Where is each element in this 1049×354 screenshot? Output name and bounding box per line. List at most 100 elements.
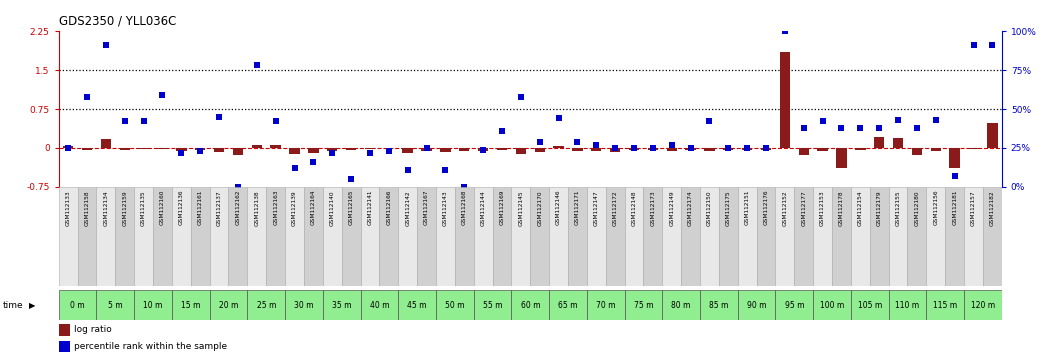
Point bbox=[927, 117, 944, 123]
Text: GSM112177: GSM112177 bbox=[801, 190, 807, 225]
Bar bbox=[723, 148, 733, 150]
Point bbox=[682, 145, 699, 151]
Bar bbox=[775, 187, 794, 286]
Bar bbox=[308, 148, 319, 153]
Text: 50 m: 50 m bbox=[445, 301, 465, 310]
Point bbox=[606, 145, 623, 151]
Bar bbox=[737, 187, 756, 286]
Text: GSM112144: GSM112144 bbox=[480, 190, 486, 225]
Bar bbox=[530, 187, 549, 286]
Bar bbox=[573, 148, 582, 150]
Bar bbox=[964, 187, 983, 286]
Point bbox=[757, 145, 774, 151]
Point bbox=[267, 119, 284, 124]
Text: GSM112150: GSM112150 bbox=[707, 190, 712, 225]
Text: 65 m: 65 m bbox=[558, 301, 578, 310]
Text: 20 m: 20 m bbox=[219, 301, 238, 310]
Point bbox=[154, 92, 171, 98]
Bar bbox=[474, 290, 512, 320]
Bar bbox=[403, 148, 413, 153]
Point bbox=[984, 42, 1001, 48]
Text: percentile rank within the sample: percentile rank within the sample bbox=[73, 342, 227, 351]
Bar bbox=[285, 187, 304, 286]
Text: 70 m: 70 m bbox=[596, 301, 616, 310]
Bar bbox=[346, 148, 357, 149]
Bar bbox=[719, 187, 737, 286]
Bar bbox=[59, 290, 97, 320]
Point bbox=[720, 145, 736, 151]
Text: GSM112151: GSM112151 bbox=[745, 190, 750, 225]
Bar bbox=[535, 148, 544, 152]
Text: 85 m: 85 m bbox=[709, 301, 729, 310]
Text: GSM112148: GSM112148 bbox=[631, 190, 637, 225]
Bar bbox=[436, 290, 474, 320]
Bar bbox=[115, 187, 134, 286]
Bar bbox=[59, 324, 70, 336]
Text: 30 m: 30 m bbox=[294, 301, 314, 310]
Bar bbox=[794, 187, 813, 286]
Point bbox=[890, 117, 906, 123]
Point bbox=[531, 139, 548, 144]
Text: GSM112164: GSM112164 bbox=[311, 190, 316, 225]
Point bbox=[419, 145, 435, 151]
Point bbox=[362, 150, 379, 155]
Text: GSM112167: GSM112167 bbox=[424, 190, 429, 225]
Point bbox=[513, 94, 530, 99]
Text: GDS2350 / YLL036C: GDS2350 / YLL036C bbox=[59, 15, 176, 28]
Bar bbox=[304, 187, 323, 286]
Bar bbox=[210, 187, 229, 286]
Bar bbox=[229, 187, 248, 286]
Text: GSM112171: GSM112171 bbox=[575, 190, 580, 225]
Bar bbox=[271, 145, 281, 148]
Point bbox=[343, 176, 360, 182]
Bar bbox=[59, 187, 78, 286]
Bar bbox=[82, 148, 92, 149]
Bar bbox=[591, 148, 601, 151]
Text: 120 m: 120 m bbox=[971, 301, 996, 310]
Text: GSM112182: GSM112182 bbox=[990, 190, 994, 225]
Point bbox=[475, 147, 492, 152]
Text: GSM112143: GSM112143 bbox=[443, 190, 448, 225]
Bar bbox=[365, 148, 376, 149]
Text: GSM112140: GSM112140 bbox=[329, 190, 335, 225]
Point bbox=[908, 125, 925, 131]
Bar bbox=[380, 187, 399, 286]
Bar bbox=[681, 187, 700, 286]
Bar bbox=[97, 290, 134, 320]
Bar bbox=[512, 290, 549, 320]
Text: ▶: ▶ bbox=[29, 301, 36, 310]
Point bbox=[456, 184, 473, 190]
Point bbox=[211, 114, 228, 120]
Text: GSM112157: GSM112157 bbox=[971, 190, 976, 225]
Text: GSM112178: GSM112178 bbox=[839, 190, 844, 225]
Bar bbox=[176, 148, 187, 150]
Bar bbox=[889, 290, 926, 320]
Point bbox=[663, 142, 680, 148]
Bar bbox=[987, 123, 998, 148]
Text: 10 m: 10 m bbox=[144, 301, 163, 310]
Bar bbox=[798, 148, 809, 155]
Text: GSM112169: GSM112169 bbox=[499, 190, 505, 225]
Bar bbox=[893, 138, 903, 148]
Bar bbox=[441, 148, 451, 152]
Text: GSM112159: GSM112159 bbox=[123, 190, 127, 225]
Text: GSM112174: GSM112174 bbox=[688, 190, 693, 225]
Bar bbox=[361, 290, 399, 320]
Bar bbox=[323, 187, 342, 286]
Point bbox=[852, 125, 869, 131]
Point bbox=[249, 63, 265, 68]
Text: log ratio: log ratio bbox=[73, 325, 111, 334]
Text: GSM112165: GSM112165 bbox=[348, 190, 354, 225]
Point bbox=[79, 94, 95, 99]
Text: GSM112139: GSM112139 bbox=[292, 190, 297, 225]
Text: GSM112136: GSM112136 bbox=[178, 190, 184, 225]
Bar bbox=[63, 146, 73, 148]
Bar bbox=[342, 187, 361, 286]
Text: GSM112168: GSM112168 bbox=[462, 190, 467, 225]
Bar bbox=[662, 290, 700, 320]
Text: 115 m: 115 m bbox=[934, 301, 958, 310]
Bar bbox=[422, 148, 432, 151]
Bar bbox=[195, 148, 206, 149]
Bar bbox=[836, 148, 847, 168]
Text: GSM112176: GSM112176 bbox=[764, 190, 769, 225]
